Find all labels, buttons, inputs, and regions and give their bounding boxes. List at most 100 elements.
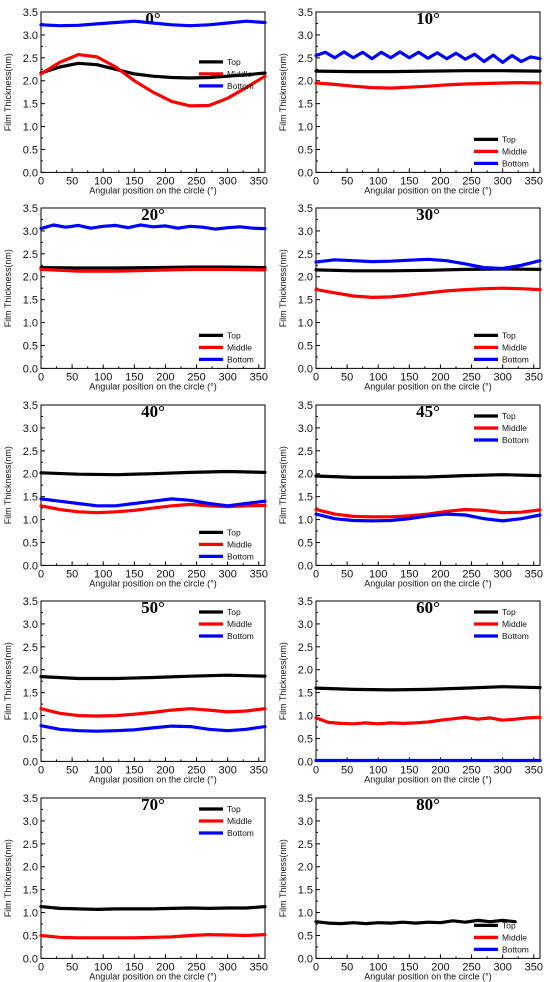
legend-label-bottom: Bottom <box>227 631 254 641</box>
y-tick-label: 3.0 <box>298 226 313 238</box>
series-line-middle <box>314 715 542 726</box>
legend-label-bottom: Bottom <box>227 551 254 561</box>
legend-label-top: Top <box>227 804 241 814</box>
legend-label-middle: Middle <box>227 619 252 629</box>
series-line-middle <box>314 80 542 90</box>
series-line-bottom <box>314 50 542 64</box>
legend-label-middle: Middle <box>502 932 527 942</box>
x-axis-label: Angular position on the circle (°) <box>89 185 216 195</box>
legend-label-top: Top <box>502 607 516 617</box>
x-tick-label: 100 <box>94 568 112 580</box>
y-tick-label: 0.5 <box>298 537 313 549</box>
y-tick-label: 2.5 <box>298 838 313 850</box>
x-axis-label: Angular position on the circle (°) <box>364 185 491 195</box>
x-tick-label: 350 <box>525 175 543 187</box>
x-tick-label: 250 <box>462 372 480 384</box>
legend-label-top: Top <box>227 527 241 537</box>
y-tick-label: 0.0 <box>23 560 38 572</box>
x-tick-label: 350 <box>525 765 543 777</box>
legend-label-bottom: Bottom <box>502 158 529 168</box>
legend-label-bottom: Bottom <box>502 944 529 954</box>
x-tick-label: 250 <box>462 765 480 777</box>
series-line-middle <box>39 707 267 718</box>
series-line-bottom <box>39 497 267 508</box>
y-tick-label: 2.0 <box>23 272 38 284</box>
y-axis-label: Film Thickness(nm) <box>3 249 13 327</box>
legend: Top Middle Bottom <box>473 331 529 365</box>
x-tick-label: 0 <box>38 372 44 384</box>
x-tick-label: 350 <box>250 372 268 384</box>
x-tick-label: 50 <box>66 372 78 384</box>
y-tick-label: 2.5 <box>23 53 38 65</box>
y-axis-label: Film Thickness(nm) <box>278 53 288 131</box>
series-line-middle <box>39 268 267 274</box>
x-tick-label: 0 <box>313 568 319 580</box>
chart-panel-8: 0.0 0.5 1.0 1.5 2.0 2.5 3.0 3.5 0 50 100 150 200 250 3… <box>3 793 268 981</box>
x-axis-label: Angular position on the circle (°) <box>89 578 216 588</box>
series-line-middle <box>314 286 542 300</box>
x-tick-label: 150 <box>125 568 143 580</box>
legend-label-middle: Middle <box>502 343 527 353</box>
legend-label-middle: Middle <box>502 423 527 433</box>
y-tick-label: 1.0 <box>23 711 38 723</box>
y-tick-label: 2.5 <box>23 642 38 654</box>
y-tick-label: 1.5 <box>298 99 313 111</box>
chart-panel-4: 0.0 0.5 1.0 1.5 2.0 2.5 3.0 3.5 0 50 100 150 200 250 3… <box>3 400 268 588</box>
legend: Top Middle Bottom <box>198 804 254 838</box>
series-line-top <box>314 472 542 479</box>
y-tick-label: 3.5 <box>23 400 38 412</box>
y-tick-label: 1.0 <box>298 122 313 134</box>
y-axis-label: Film Thickness(nm) <box>3 642 13 720</box>
y-tick-label: 0.0 <box>298 560 313 572</box>
x-tick-label: 300 <box>218 568 236 580</box>
x-tick-label: 350 <box>525 961 543 973</box>
x-tick-label: 250 <box>187 765 205 777</box>
x-tick-label: 0 <box>38 175 44 187</box>
series-line-bottom <box>39 724 267 733</box>
y-tick-label: 2.5 <box>23 249 38 261</box>
y-tick-label: 3.0 <box>298 619 313 631</box>
y-tick-label: 1.0 <box>298 907 313 919</box>
legend-label-top: Top <box>227 331 241 341</box>
y-tick-label: 0.5 <box>23 537 38 549</box>
x-tick-label: 100 <box>94 175 112 187</box>
legend: Top Middle Bottom <box>198 57 254 91</box>
y-tick-label: 3.0 <box>23 423 38 435</box>
legend-label-middle: Middle <box>227 816 252 826</box>
y-tick-label: 1.0 <box>23 514 38 526</box>
legend-label-top: Top <box>502 331 516 341</box>
x-tick-label: 50 <box>341 568 353 580</box>
legend-label-middle: Middle <box>227 539 252 549</box>
y-tick-label: 0.5 <box>23 144 38 156</box>
y-tick-label: 1.5 <box>23 491 38 503</box>
legend-label-bottom: Bottom <box>502 631 529 641</box>
x-tick-label: 200 <box>156 372 174 384</box>
x-tick-label: 100 <box>369 765 387 777</box>
series-line-top <box>39 904 267 911</box>
y-tick-label: 0.5 <box>298 144 313 156</box>
x-tick-label: 0 <box>313 372 319 384</box>
panel-title: 40° <box>141 402 165 421</box>
y-tick-label: 0.0 <box>298 167 313 179</box>
legend-label-middle: Middle <box>227 69 252 79</box>
x-tick-label: 350 <box>250 961 268 973</box>
y-tick-label: 3.0 <box>23 816 38 828</box>
series-line-top <box>314 685 542 692</box>
y-tick-label: 3.0 <box>298 423 313 435</box>
y-axis-label: Film Thickness(nm) <box>3 53 13 131</box>
panel-title: 50° <box>141 598 165 617</box>
legend: Top Middle Bottom <box>198 607 254 641</box>
series-line-bottom <box>314 512 542 523</box>
legend-label-bottom: Bottom <box>502 355 529 365</box>
x-tick-label: 0 <box>313 765 319 777</box>
x-axis-label: Angular position on the circle (°) <box>89 775 216 785</box>
y-tick-label: 0.5 <box>298 930 313 942</box>
panel-title: 80° <box>416 795 440 814</box>
y-tick-label: 0.5 <box>23 341 38 353</box>
y-tick-label: 0.5 <box>23 930 38 942</box>
x-tick-label: 350 <box>525 372 543 384</box>
x-tick-label: 150 <box>125 175 143 187</box>
series-line-bottom <box>314 258 542 271</box>
y-tick-label: 0.0 <box>298 364 313 376</box>
x-tick-label: 150 <box>125 961 143 973</box>
